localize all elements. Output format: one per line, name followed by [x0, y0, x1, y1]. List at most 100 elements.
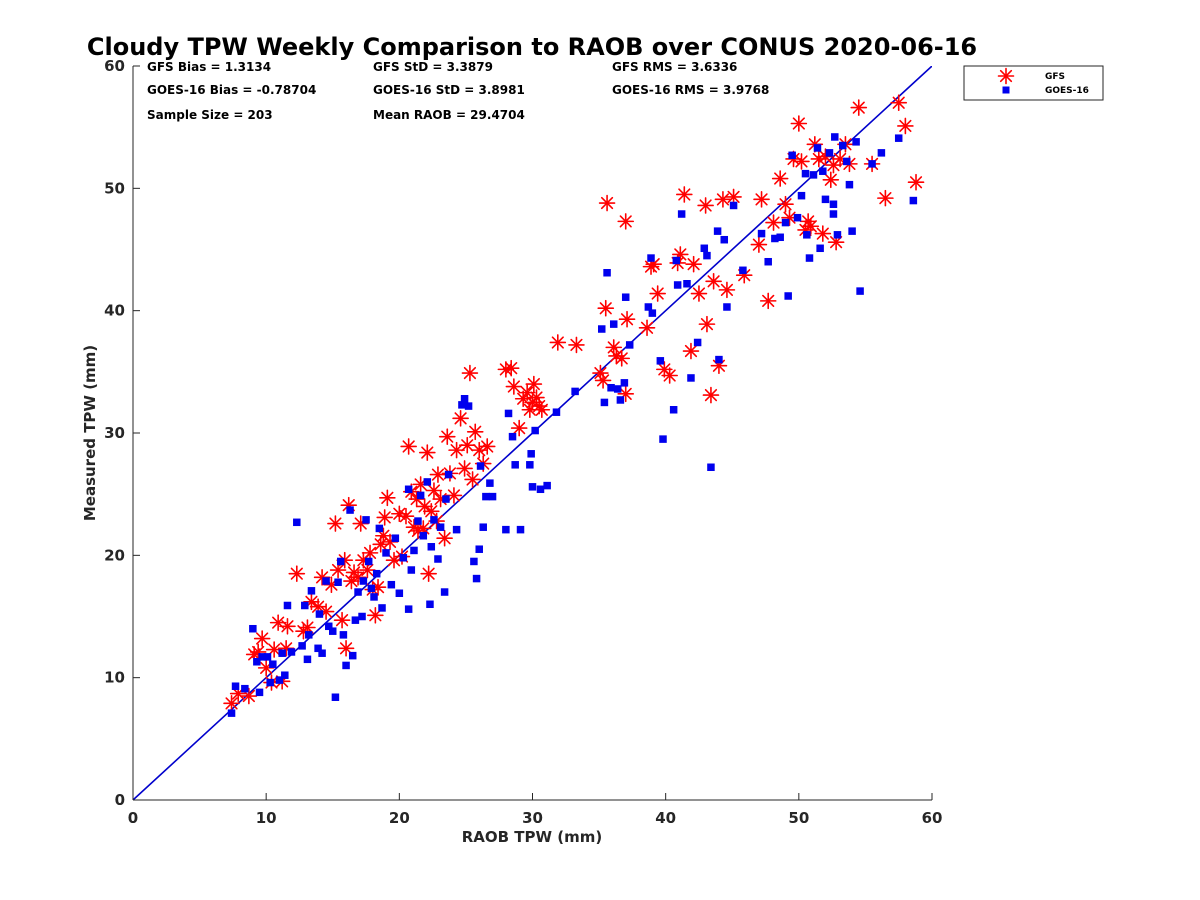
goes16-point — [359, 577, 368, 585]
goes16-point — [303, 655, 312, 664]
y-tick-label: 40 — [104, 302, 125, 320]
goes16-point — [805, 254, 814, 262]
goes16-point — [339, 631, 348, 639]
goes16-point — [677, 210, 686, 218]
goes16-point — [458, 401, 466, 409]
goes16-point — [472, 574, 481, 583]
gfs-point — [750, 236, 768, 253]
goes16-point — [819, 167, 827, 175]
stat-gfs-std: GFS StD = 3.3879 — [373, 60, 493, 74]
gfs-point — [765, 214, 782, 231]
goes16-point — [263, 653, 272, 661]
goes16-point — [821, 195, 830, 204]
gfs-point — [907, 173, 925, 191]
goes16-point — [318, 649, 326, 657]
goes16-point — [460, 394, 469, 403]
legend-gfs-marker-icon — [997, 67, 1015, 85]
goes16-point — [647, 254, 655, 262]
goes16-point — [843, 157, 851, 166]
y-axis-label: Measured TPW (mm) — [81, 345, 99, 521]
gfs-point — [337, 640, 355, 657]
goes16-point — [475, 545, 483, 553]
gfs-point — [568, 336, 585, 354]
goes16-point — [269, 660, 277, 668]
stat-gfs-bias: GFS Bias = 1.3134 — [147, 60, 271, 74]
goes16-point — [367, 584, 376, 593]
gfs-point — [690, 285, 708, 302]
gfs-point — [420, 565, 437, 582]
gfs-point — [718, 281, 736, 299]
gfs-point — [466, 423, 484, 441]
x-tick-label: 0 — [128, 809, 138, 827]
legend: GFS GOES-16 — [963, 65, 1104, 101]
goes16-point — [816, 244, 824, 253]
legend-goes16-square — [1002, 86, 1010, 94]
goes16-point — [687, 374, 695, 382]
goes16-point — [516, 525, 525, 534]
goes16-point — [715, 355, 723, 364]
gfs-point — [525, 375, 543, 393]
gfs-point — [461, 364, 479, 382]
goes16-point — [673, 281, 682, 289]
gfs-point — [533, 401, 551, 419]
gfs-point — [478, 438, 496, 455]
gfs-point — [850, 99, 868, 116]
goes16-point — [856, 287, 864, 295]
gfs-point — [436, 529, 453, 547]
x-tick-label: 20 — [389, 809, 410, 827]
goes16-point — [434, 555, 442, 563]
goes16-point — [504, 409, 513, 418]
legend-gfs-asterisk — [997, 67, 1015, 85]
goes16-point — [683, 280, 691, 288]
goes16-point — [788, 151, 796, 160]
goes16-point — [329, 627, 337, 635]
goes16-point — [342, 661, 350, 670]
legend-goes16-label: GOES-16 — [1045, 86, 1089, 96]
gfs-point — [771, 170, 789, 187]
goes16-point — [616, 396, 625, 404]
goes16-point — [713, 227, 722, 235]
goes16-point — [625, 341, 634, 349]
goes16-point — [391, 534, 400, 542]
gfs-point — [400, 438, 417, 455]
gfs-point — [279, 617, 296, 635]
goes16-point — [307, 587, 316, 595]
statistics-block: GFS Bias = 1.3134 GFS StD = 3.3879 GFS R… — [147, 60, 769, 122]
gfs-point — [702, 386, 720, 404]
goes16-point — [358, 612, 366, 621]
gfs-point — [397, 507, 415, 525]
gfs-point — [456, 460, 473, 477]
gfs-point — [391, 505, 408, 523]
data-points-layer — [223, 94, 925, 717]
gfs-point — [661, 367, 678, 384]
goes16-point — [571, 387, 579, 396]
goes16-point — [387, 580, 396, 589]
gfs-point — [505, 378, 523, 395]
goes16-point — [375, 524, 384, 533]
goes16-point — [801, 169, 810, 178]
goes16-point — [470, 557, 478, 566]
goes16-point — [287, 648, 296, 656]
goes16-point — [729, 201, 738, 210]
stat-goes16-std: GOES-16 StD = 3.8981 — [373, 83, 525, 97]
goes16-point — [764, 257, 772, 266]
goes16-point — [607, 383, 615, 392]
y-tick-label: 0 — [115, 791, 125, 809]
gfs-point — [288, 565, 306, 582]
goes16-point — [293, 518, 301, 527]
goes16-point — [395, 589, 404, 598]
goes16-point — [803, 231, 811, 239]
gfs-point — [223, 695, 240, 712]
gfs-point — [376, 509, 393, 526]
goes16-point — [707, 463, 715, 472]
gfs-point — [822, 171, 840, 189]
goes16-point — [600, 398, 609, 407]
goes16-point — [527, 450, 535, 458]
x-tick-label: 60 — [922, 809, 943, 827]
goes16-point — [305, 631, 313, 639]
gfs-point — [422, 502, 440, 520]
stat-goes16-rms: GOES-16 RMS = 3.9768 — [612, 83, 769, 97]
y-tick-label: 10 — [104, 669, 125, 687]
goes16-point — [552, 408, 561, 416]
gfs-point — [594, 372, 612, 389]
